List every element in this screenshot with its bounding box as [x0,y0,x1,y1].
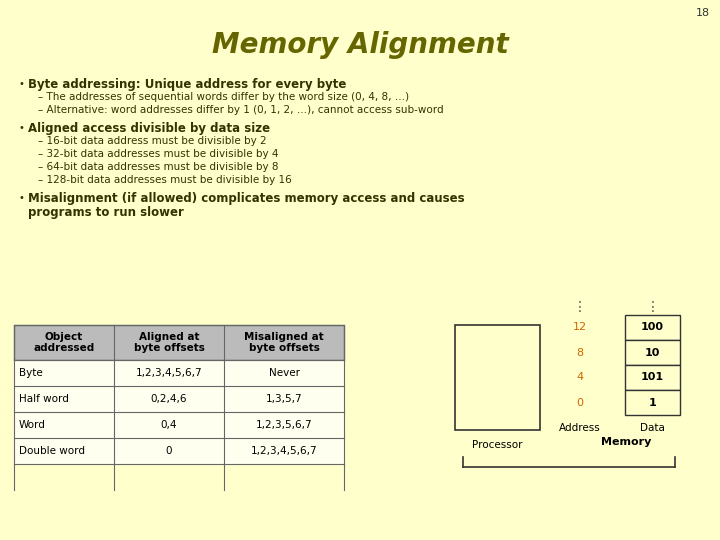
Text: Byte addressing: Unique address for every byte: Byte addressing: Unique address for ever… [28,78,346,91]
Text: Memory: Memory [601,437,652,447]
Text: ⋮: ⋮ [646,300,660,314]
Text: Memory Alignment: Memory Alignment [212,31,508,59]
Bar [625,340,680,365]
Text: programs to run slower: programs to run slower [28,206,184,219]
Text: 10: 10 [645,348,660,357]
Text: Double word: Double word [19,446,85,456]
Text: 0: 0 [577,397,583,408]
Text: 100: 100 [641,322,664,333]
Bar [625,390,680,415]
Text: – The addresses of sequential words differ by the word size (0, 4, 8, …): – The addresses of sequential words diff… [38,92,409,102]
Bar [14,412,344,438]
Text: – 128-bit data addresses must be divisible by 16: – 128-bit data addresses must be divisib… [38,175,292,185]
Text: Misaligned at
byte offsets: Misaligned at byte offsets [244,332,324,353]
Text: •: • [18,123,24,133]
Text: Never: Never [269,368,300,378]
Text: 4: 4 [577,373,584,382]
Text: Data: Data [640,423,665,433]
Text: – 16-bit data address must be divisible by 2: – 16-bit data address must be divisible … [38,136,266,146]
Text: 1,3,5,7: 1,3,5,7 [266,394,302,404]
Bar [14,386,344,412]
Bar [625,365,680,390]
Bar [14,360,344,386]
Text: Word: Word [19,420,46,430]
Bar [14,325,344,360]
Text: •: • [18,193,24,203]
Bar [625,315,680,340]
Text: 1: 1 [649,397,657,408]
Text: 8: 8 [577,348,584,357]
Text: – Alternative: word addresses differ by 1 (0, 1, 2, …), cannot access sub-word: – Alternative: word addresses differ by … [38,105,444,115]
Text: 101: 101 [641,373,664,382]
Text: 12: 12 [573,322,587,333]
Text: 0,2,4,6: 0,2,4,6 [150,394,187,404]
Text: 0,4: 0,4 [161,420,177,430]
Text: 1,2,3,4,5,6,7: 1,2,3,4,5,6,7 [251,446,318,456]
Bar [455,325,540,430]
Text: 1,2,3,4,5,6,7: 1,2,3,4,5,6,7 [135,368,202,378]
Text: •: • [18,79,24,89]
Bar [14,438,344,464]
Text: Misalignment (if allowed) complicates memory access and causes: Misalignment (if allowed) complicates me… [28,192,464,205]
Text: 0: 0 [166,446,172,456]
Text: Processor: Processor [472,440,523,450]
Text: – 32-bit data addresses must be divisible by 4: – 32-bit data addresses must be divisibl… [38,149,279,159]
Text: Half word: Half word [19,394,69,404]
Text: Address: Address [559,423,601,433]
Text: Aligned at
byte offsets: Aligned at byte offsets [134,332,204,353]
Text: 18: 18 [696,8,710,18]
Text: 1,2,3,5,6,7: 1,2,3,5,6,7 [256,420,312,430]
Text: Byte: Byte [19,368,42,378]
Text: Object
addressed: Object addressed [33,332,94,353]
Text: Aligned access divisible by data size: Aligned access divisible by data size [28,122,270,135]
Text: – 64-bit data addresses must be divisible by 8: – 64-bit data addresses must be divisibl… [38,162,279,172]
Text: ⋮: ⋮ [573,300,587,314]
